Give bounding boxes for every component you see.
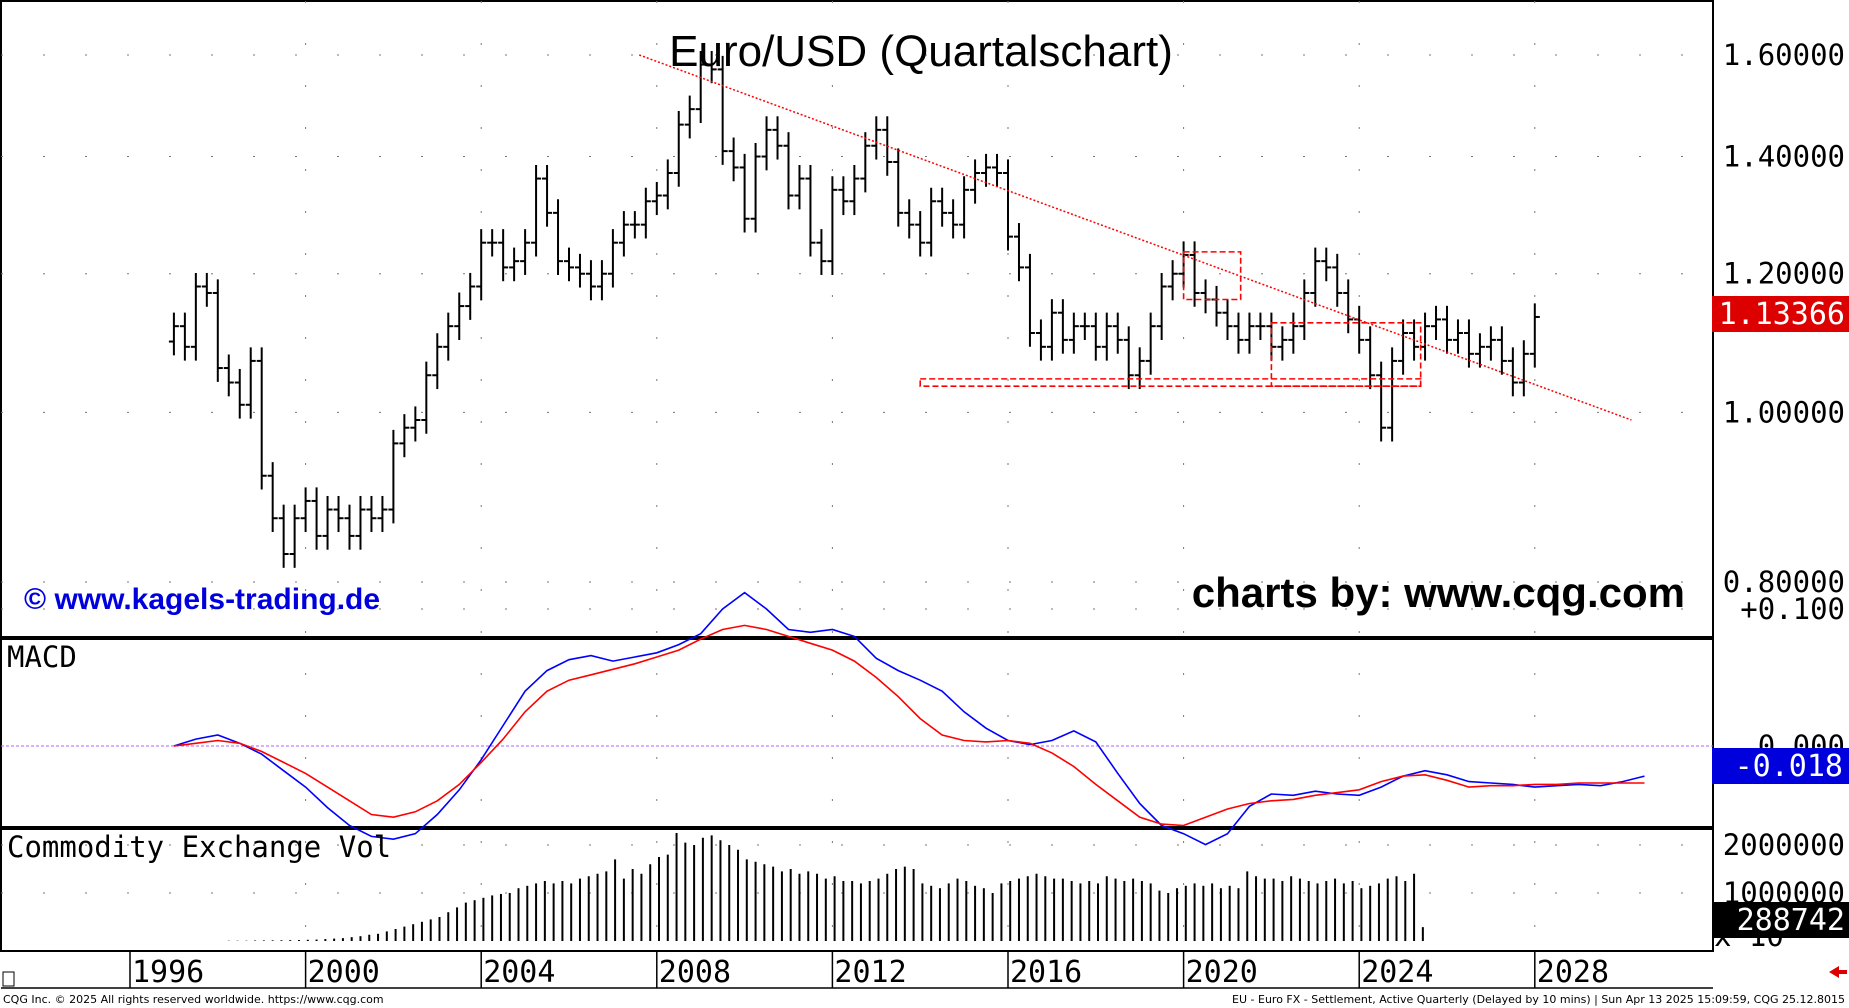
price-badge-text: 1.13366 [1719,297,1845,332]
price-tick-label: 1.40000 [1723,140,1845,174]
range-box [1182,251,1242,301]
price-tick-label: 1.60000 [1723,38,1845,72]
footer-right: EU - Euro FX - Settlement, Active Quarte… [1232,993,1845,1006]
annotations [638,54,1632,421]
price-tick-label: 1.20000 [1723,257,1845,291]
x-tick-label: 2000 [308,955,380,990]
volume-badge-text: 288742 [1737,903,1845,938]
volume-tick-label: 2000000 [1723,828,1845,862]
macd-lines [1,591,1713,846]
y-axis: 1.60000 1.40000 1.20000 1.00000 0.80000+0.10… [1723,38,1845,910]
watermark-text: © www.kagels-trading.de [24,583,380,616]
x-tick-label: 2028 [1537,955,1609,990]
x-tick-label: 2020 [1186,955,1258,990]
price-bars [168,50,1540,568]
x-tick-label: 1996 [132,955,204,990]
price-panel [0,0,1714,638]
credit-text: charts by: www.cqg.com [1192,569,1685,616]
volume-badge [1712,902,1849,938]
price-tick-label: 0.80000 [1723,565,1845,599]
price-badge [1712,296,1849,332]
range-box [1270,321,1422,387]
x-tick-label: 2004 [483,955,555,990]
volume-title: Commodity Exchange Vol [7,830,391,864]
macd-tick-label: +0.100 [1740,592,1845,626]
macd-title: MACD [7,640,77,674]
x-axis: 1996 2000 2004 2008 2012 2016 2020 2024 2028 [129,951,1609,990]
x-tick-label: 2016 [1010,955,1082,990]
macd-line [173,591,1645,846]
volume-panel [0,828,1714,952]
volume-bars [227,833,1424,941]
range-box [919,378,1422,387]
price-tick-label: 1.00000 [1723,395,1845,429]
macd-badge-text: -0.018 [1735,749,1843,784]
x-tick-label: 2024 [1361,955,1433,990]
x-tick-label: 2008 [659,955,731,990]
x-tick-label: 2012 [834,955,906,990]
macd-badge [1712,748,1849,784]
chart-title: Euro/USD (Quartalschart) [669,27,1173,76]
arrow-left-icon[interactable] [1829,966,1847,978]
scroll-box-icon[interactable] [2,971,15,987]
signal-line [173,624,1645,827]
grid [1,1,1713,951]
resistance-trendline [638,54,1632,421]
macd-panel [0,638,1714,828]
footer-left: CQG Inc. © 2025 All rights reserved worl… [3,993,384,1006]
